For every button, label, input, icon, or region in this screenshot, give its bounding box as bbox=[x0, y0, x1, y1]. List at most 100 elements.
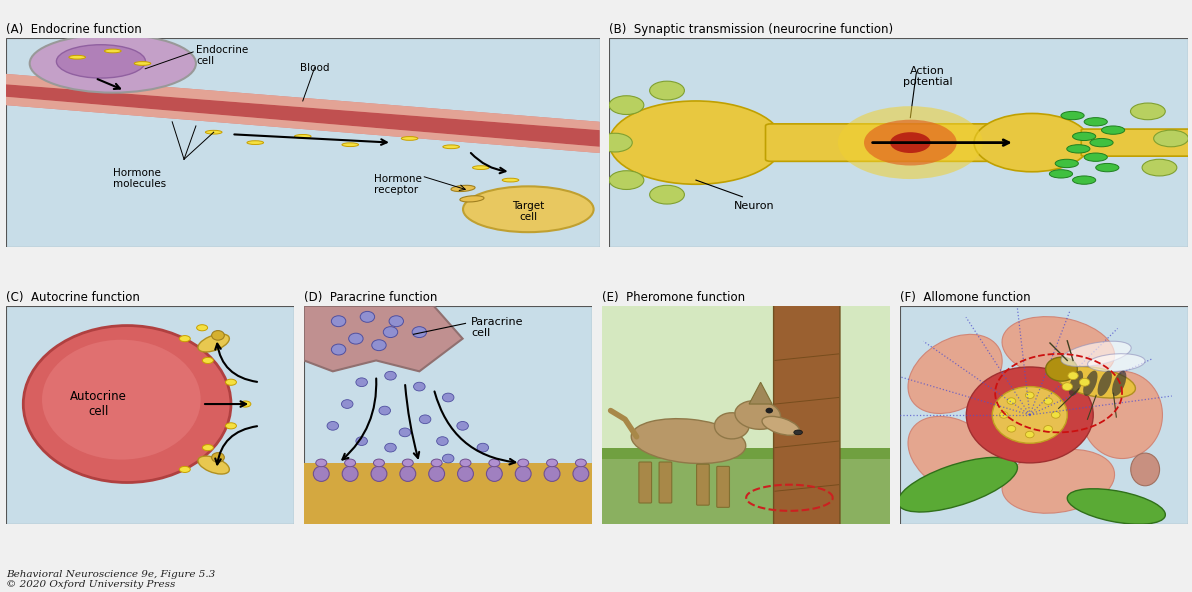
Circle shape bbox=[1055, 159, 1079, 168]
Circle shape bbox=[1095, 163, 1119, 172]
Ellipse shape bbox=[650, 81, 684, 100]
Ellipse shape bbox=[458, 466, 473, 481]
Text: (B)  Synaptic transmission (neurocrine function): (B) Synaptic transmission (neurocrine fu… bbox=[609, 23, 893, 36]
Ellipse shape bbox=[313, 466, 329, 481]
Ellipse shape bbox=[1131, 453, 1160, 486]
Circle shape bbox=[1025, 432, 1035, 438]
Ellipse shape bbox=[573, 466, 589, 481]
Ellipse shape bbox=[1002, 449, 1115, 513]
Ellipse shape bbox=[762, 416, 800, 435]
Polygon shape bbox=[6, 74, 600, 153]
Ellipse shape bbox=[908, 334, 1002, 413]
Circle shape bbox=[1049, 170, 1073, 178]
Circle shape bbox=[1044, 398, 1053, 404]
Ellipse shape bbox=[502, 178, 519, 182]
Circle shape bbox=[1101, 126, 1125, 134]
FancyBboxPatch shape bbox=[765, 124, 998, 162]
Text: Neuron: Neuron bbox=[733, 201, 775, 211]
Circle shape bbox=[1062, 382, 1073, 391]
Ellipse shape bbox=[486, 466, 502, 481]
Ellipse shape bbox=[30, 34, 195, 92]
Circle shape bbox=[385, 371, 396, 380]
Ellipse shape bbox=[462, 186, 594, 232]
Ellipse shape bbox=[203, 445, 213, 451]
Circle shape bbox=[1045, 357, 1078, 381]
Circle shape bbox=[477, 443, 489, 452]
Text: Blood: Blood bbox=[300, 63, 329, 73]
Ellipse shape bbox=[1081, 371, 1162, 459]
FancyBboxPatch shape bbox=[774, 305, 840, 525]
Ellipse shape bbox=[609, 170, 644, 189]
Ellipse shape bbox=[520, 186, 536, 190]
Polygon shape bbox=[602, 448, 890, 459]
Text: (A)  Endocrine function: (A) Endocrine function bbox=[6, 23, 142, 36]
Polygon shape bbox=[749, 382, 772, 404]
Ellipse shape bbox=[597, 133, 632, 152]
Ellipse shape bbox=[399, 466, 416, 481]
Ellipse shape bbox=[402, 137, 418, 140]
Ellipse shape bbox=[371, 466, 387, 481]
Ellipse shape bbox=[898, 458, 1018, 512]
Ellipse shape bbox=[515, 466, 532, 481]
Circle shape bbox=[341, 400, 353, 408]
Ellipse shape bbox=[1142, 159, 1177, 176]
Ellipse shape bbox=[472, 166, 489, 169]
Ellipse shape bbox=[544, 466, 560, 481]
Ellipse shape bbox=[609, 96, 644, 114]
Ellipse shape bbox=[342, 466, 358, 481]
Ellipse shape bbox=[1084, 371, 1098, 396]
Ellipse shape bbox=[460, 459, 471, 466]
Circle shape bbox=[379, 406, 391, 415]
Circle shape bbox=[372, 340, 386, 350]
Circle shape bbox=[1085, 118, 1107, 126]
Text: Hormone
receptor: Hormone receptor bbox=[374, 174, 422, 195]
Circle shape bbox=[1067, 144, 1089, 153]
Ellipse shape bbox=[489, 459, 499, 466]
Ellipse shape bbox=[1057, 366, 1136, 398]
Polygon shape bbox=[602, 448, 890, 524]
Ellipse shape bbox=[460, 196, 484, 202]
Text: Paracrine
cell: Paracrine cell bbox=[471, 317, 523, 339]
FancyBboxPatch shape bbox=[6, 38, 600, 247]
Circle shape bbox=[327, 422, 339, 430]
Ellipse shape bbox=[1069, 371, 1084, 396]
Ellipse shape bbox=[451, 185, 476, 192]
Ellipse shape bbox=[1087, 354, 1146, 372]
Circle shape bbox=[1073, 176, 1095, 184]
Ellipse shape bbox=[429, 466, 445, 481]
FancyBboxPatch shape bbox=[900, 306, 1188, 524]
Ellipse shape bbox=[432, 459, 442, 466]
Polygon shape bbox=[6, 84, 600, 147]
FancyBboxPatch shape bbox=[696, 464, 709, 505]
Circle shape bbox=[385, 443, 396, 452]
Ellipse shape bbox=[794, 430, 802, 435]
Ellipse shape bbox=[650, 185, 684, 204]
Ellipse shape bbox=[1098, 371, 1112, 396]
Circle shape bbox=[360, 311, 374, 322]
Ellipse shape bbox=[1154, 130, 1188, 147]
Ellipse shape bbox=[203, 358, 213, 363]
Ellipse shape bbox=[974, 114, 1089, 172]
Ellipse shape bbox=[908, 416, 1002, 496]
Text: (E)  Pheromone function: (E) Pheromone function bbox=[602, 291, 745, 304]
Circle shape bbox=[1085, 153, 1107, 162]
Circle shape bbox=[1007, 398, 1016, 404]
Circle shape bbox=[442, 454, 454, 463]
FancyBboxPatch shape bbox=[609, 38, 1188, 247]
Circle shape bbox=[389, 316, 403, 327]
Ellipse shape bbox=[632, 419, 746, 464]
Ellipse shape bbox=[135, 62, 151, 65]
Circle shape bbox=[331, 316, 346, 327]
Circle shape bbox=[1089, 139, 1113, 147]
Ellipse shape bbox=[198, 456, 229, 474]
Circle shape bbox=[999, 411, 1008, 418]
Polygon shape bbox=[6, 74, 600, 130]
Ellipse shape bbox=[225, 379, 236, 385]
Ellipse shape bbox=[609, 101, 783, 184]
Circle shape bbox=[349, 333, 364, 344]
Ellipse shape bbox=[69, 55, 86, 59]
Ellipse shape bbox=[890, 132, 931, 153]
Polygon shape bbox=[602, 306, 890, 459]
Ellipse shape bbox=[547, 459, 558, 466]
Ellipse shape bbox=[373, 459, 385, 466]
